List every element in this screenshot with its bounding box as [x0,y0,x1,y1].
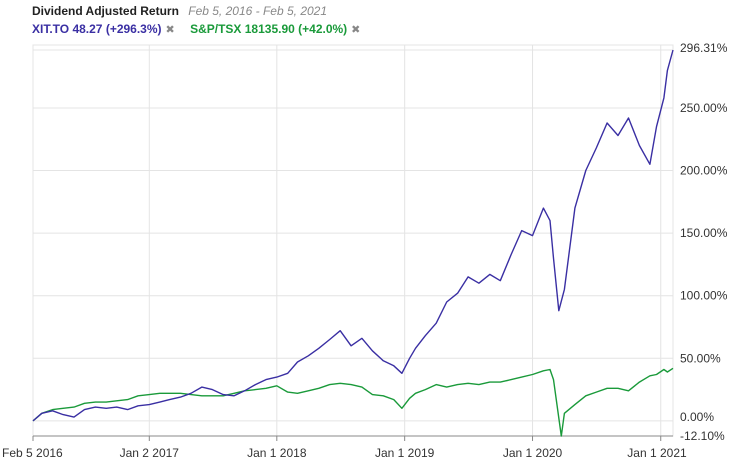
grid-lines [32,44,674,437]
series-line [32,49,674,422]
x-tick-label: Jan 1 2018 [247,446,307,460]
x-axis-labels: Feb 5 2016 Jan 2 2017 Jan 1 2018 Jan 1 2019… [2,446,687,460]
close-icon[interactable]: ✖ [165,24,175,36]
axes [32,435,673,441]
x-tick-label: Feb 5 2016 [2,446,63,460]
legend-item-tsx[interactable]: S&P/TSX 18135.90 (+42.0%) ✖ [190,22,360,36]
x-tick-label: Jan 1 2020 [503,446,563,460]
x-tick-label: Jan 1 2019 [375,446,435,460]
series-lines [32,49,674,437]
series-line [32,367,674,437]
y-tick-label: 0.00% [680,410,714,424]
y-tick-label: 250.00% [680,101,728,115]
y-tick-label: 296.31% [680,41,728,55]
legend: XIT.TO 48.27 (+296.3%) ✖ S&P/TSX 18135.90… [32,22,372,36]
y-axis-labels: 296.31% 250.00% 200.00% 150.00% 100.00% 50.00… [680,41,728,443]
x-tick-label: Jan 2 2017 [120,446,180,460]
plot-frame [32,44,674,437]
legend-label-tsx: S&P/TSX 18135.90 (+42.0%) [190,22,348,36]
x-tick-label: Jan 1 2021 [627,446,687,460]
legend-label-xit: XIT.TO 48.27 (+296.3%) [32,22,162,36]
y-tick-label: 50.00% [680,351,721,365]
chart-header: Dividend Adjusted Return Feb 5, 2016 - F… [32,4,327,18]
y-tick-label: -12.10% [680,429,725,443]
y-tick-label: 100.00% [680,289,728,303]
y-tick-label: 150.00% [680,226,728,240]
close-icon[interactable]: ✖ [351,24,361,36]
legend-item-xit[interactable]: XIT.TO 48.27 (+296.3%) ✖ [32,22,175,36]
chart-title: Dividend Adjusted Return [32,4,179,18]
y-tick-label: 200.00% [680,164,728,178]
date-range: Feb 5, 2016 - Feb 5, 2021 [188,4,328,18]
